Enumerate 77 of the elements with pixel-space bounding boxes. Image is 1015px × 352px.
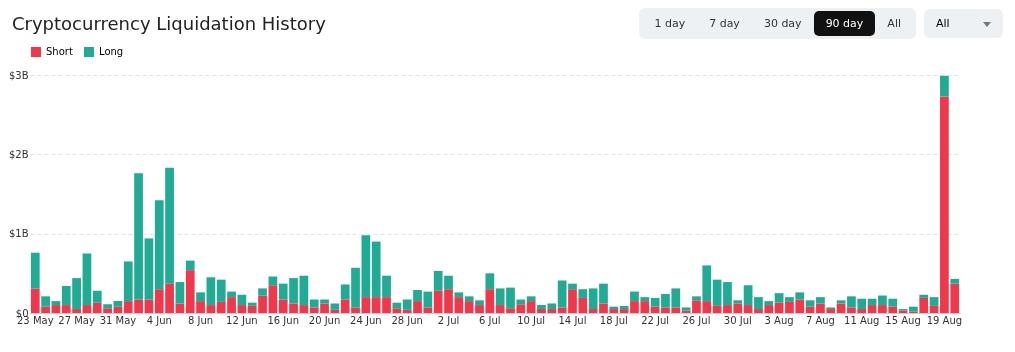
bar [867,305,877,313]
x-tick-label: 28 Jun [391,314,423,326]
bar [743,305,753,313]
x-tick-label: 8 Jun [187,314,214,326]
bar [919,294,929,298]
legend-label: Short [46,46,73,57]
x-tick-label: 14 Jul [558,314,587,326]
bar [836,303,846,313]
range-button[interactable]: 1 day [642,10,698,36]
bar [816,297,825,304]
x-tick-label: 3 Aug [764,314,794,326]
dropdown[interactable]: All [924,8,1003,38]
x-tick-label: 15 Aug [885,314,921,326]
x-tick-label: 7 Aug [805,314,835,326]
bar [30,252,40,289]
bar [103,304,112,309]
bar [82,253,92,306]
bar [268,285,278,313]
x-tick-label: 22 Jul [641,314,670,326]
x-tick-label: 4 Jun [146,314,172,326]
bar [578,289,588,298]
y-tick-label: $2B [8,148,29,160]
bar [144,238,154,300]
bar [206,305,216,313]
y-tick-label: $3B [8,69,29,81]
x-tick-label: 31 May [99,314,137,326]
bar [299,275,309,306]
bar [299,305,309,313]
bar [454,292,464,298]
bar [247,302,257,306]
bar [743,285,753,306]
bar [485,273,495,290]
x-tick-label: 18 Jul [599,314,628,326]
x-tick-label: 26 Jul [682,314,711,326]
bar [805,300,815,307]
bar [82,305,92,313]
x-tick-label: 11 Aug [844,314,880,326]
bar [206,277,216,306]
bar [175,282,185,304]
bar [196,292,205,302]
range-button[interactable]: 90 day [813,10,876,36]
bar [92,290,102,303]
x-tick-label: 27 May [58,314,95,326]
legend-label: Long [99,46,124,57]
x-tick-label: 30 Jul [723,314,752,326]
bar [929,305,939,313]
bar [175,303,185,313]
bar [950,278,960,284]
x-tick-label: 19 Aug [926,314,963,326]
bar [113,301,123,307]
bar [258,288,267,296]
range-button[interactable]: 30 day [751,10,814,36]
bar [619,305,629,310]
bar [940,75,949,97]
bar [712,305,722,313]
x-tick-label: 20 Jun [308,314,341,326]
x-tick-label: 16 Jun [267,314,299,326]
range-button[interactable]: All [875,10,913,36]
x-tick-label: 24 Jun [350,314,382,326]
bar [51,301,61,306]
chart-title: Cryptocurrency Liquidation History [12,12,326,34]
x-tick-label: 2 Jul [437,314,460,326]
bar [392,302,402,309]
bar [526,296,536,302]
range-button[interactable]: 7 day [697,10,752,36]
bar [774,293,784,303]
y-tick-label: $1B [8,228,29,240]
x-tick-label: 10 Jul [517,314,546,326]
x-tick-label: 6 Jul [479,314,501,326]
bar [712,279,722,306]
bar [51,305,61,313]
bar [330,303,340,310]
bar [41,296,50,307]
x-tick-label: 12 Jun [226,314,258,326]
bar [929,297,939,306]
bar [185,260,195,271]
bar [237,305,247,313]
